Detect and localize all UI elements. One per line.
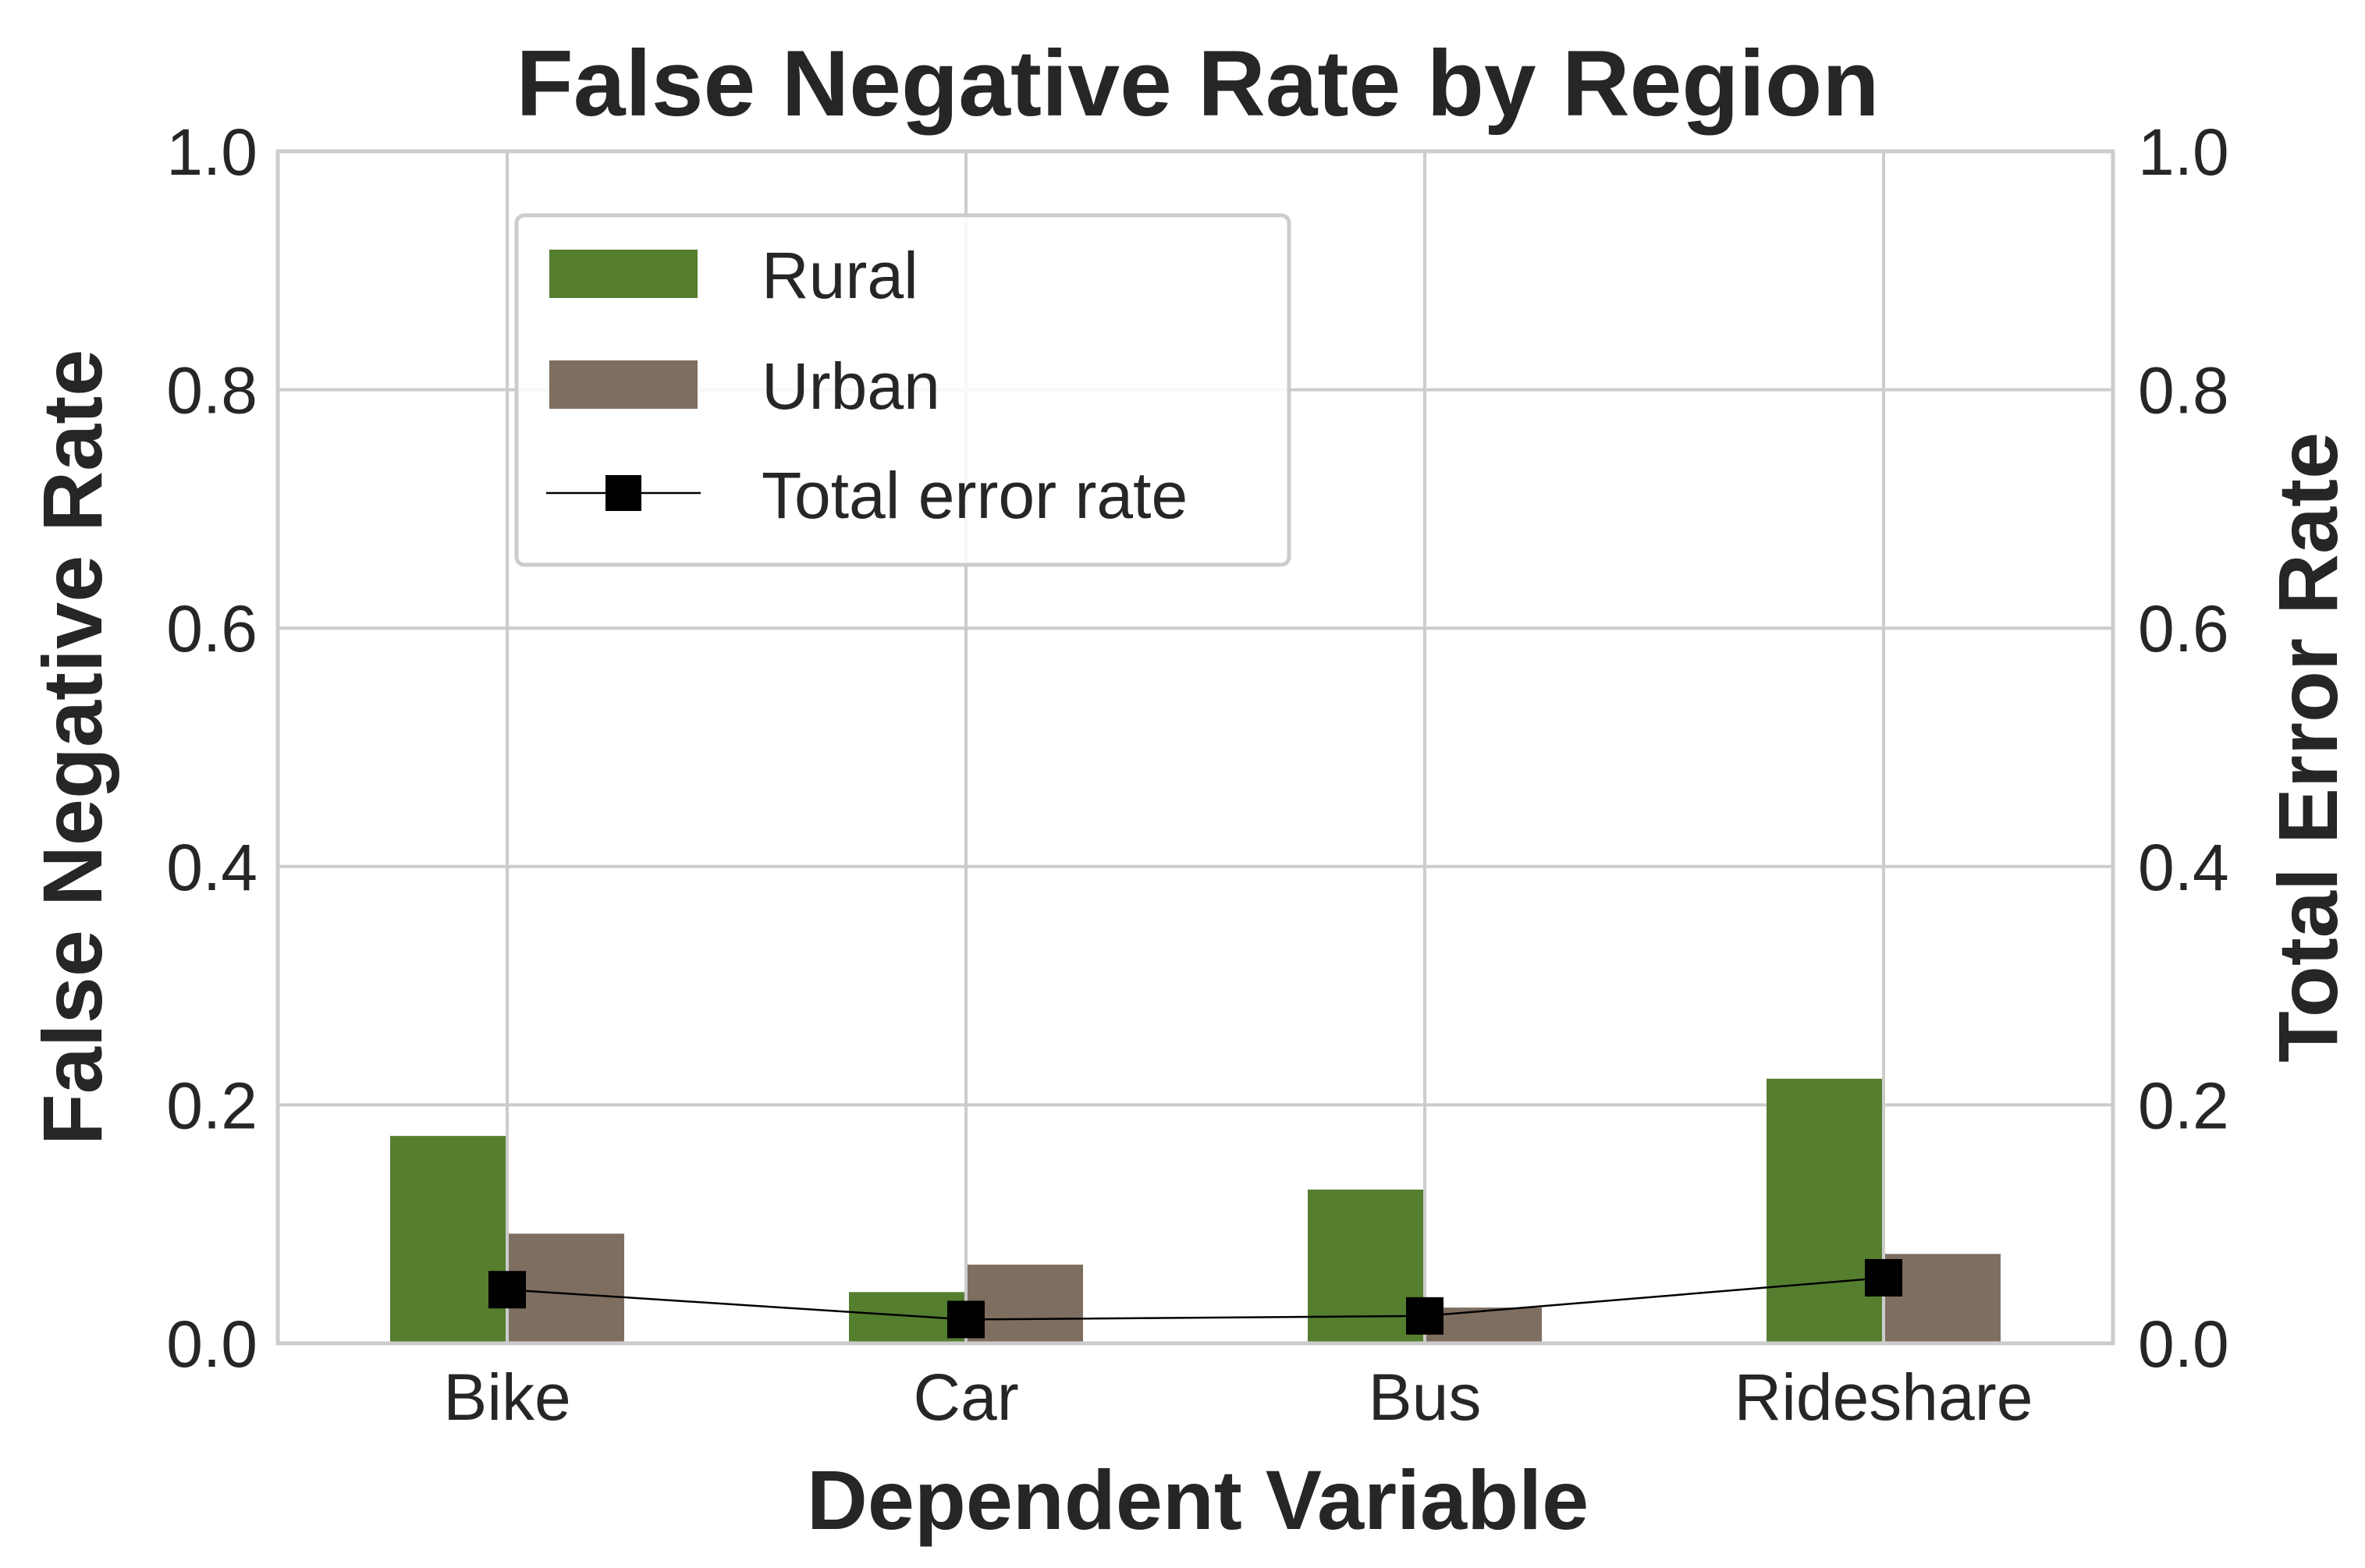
y-tick-label: 0.2 <box>166 1069 257 1142</box>
y-tick-label-right: 0.8 <box>2138 354 2229 427</box>
y-tick-label: 0.4 <box>166 831 257 904</box>
x-tick-label-car: Car <box>913 1360 1018 1434</box>
legend-frame <box>514 213 1291 567</box>
tick-labels: 0.0 0.2 0.4 0.6 0.8 1.0 0.0 0.2 0.4 0.6 0.8 1.0 Bike… <box>166 115 2229 1434</box>
legend-label-urban: Urban <box>762 349 940 423</box>
legend-swatch-rural <box>549 250 698 298</box>
total-error-marker-car <box>947 1300 985 1339</box>
x-tick-label-rideshare: Rideshare <box>1735 1360 2033 1434</box>
y-tick-label-right: 0.6 <box>2138 592 2229 665</box>
y-tick-label: 0.6 <box>166 592 257 665</box>
total-error-marker-bus <box>1406 1297 1444 1335</box>
y-tick-label-right: 0.0 <box>2138 1307 2229 1381</box>
total-error-line <box>488 1258 1902 1339</box>
legend-swatch-urban <box>549 360 698 409</box>
y-tick-label: 0.8 <box>166 354 257 427</box>
plot-frame <box>275 149 2115 1346</box>
y-tick-label: 1.0 <box>166 115 257 189</box>
y-tick-label-right: 1.0 <box>2138 115 2229 189</box>
y-tick-label-right: 0.2 <box>2138 1069 2229 1142</box>
bar-rural-rideshare <box>1767 1078 1882 1343</box>
legend-marker-total-error <box>605 475 641 511</box>
y-axis-label-right: Total Error Rate <box>2260 432 2355 1062</box>
chart-title: False Negative Rate by Region <box>516 31 1879 136</box>
bar-rural-bike <box>390 1136 506 1343</box>
bar-rural-bus <box>1308 1189 1423 1343</box>
total-error-marker-rideshare <box>1865 1258 1902 1297</box>
bars <box>390 1078 2001 1343</box>
bar-urban-car <box>968 1265 1083 1343</box>
x-tick-label-bus: Bus <box>1369 1360 1482 1434</box>
bar-urban-bus <box>1426 1307 1542 1343</box>
legend: Rural Urban Total error rate <box>514 213 1291 567</box>
y-tick-label-right: 0.4 <box>2138 831 2229 904</box>
y-tick-label: 0.0 <box>166 1307 257 1381</box>
x-tick-label-bike: Bike <box>443 1360 570 1434</box>
legend-label-total-error: Total error rate <box>762 459 1188 532</box>
total-error-polyline <box>506 1276 1884 1321</box>
legend-label-rural: Rural <box>762 239 918 312</box>
bar-urban-bike <box>509 1233 624 1343</box>
total-error-marker-bike <box>488 1271 526 1309</box>
bar-urban-rideshare <box>1885 1254 2001 1343</box>
y-axis-label: False Negative Rate <box>25 349 119 1145</box>
x-axis-label: Dependent Variable <box>807 1453 1589 1547</box>
